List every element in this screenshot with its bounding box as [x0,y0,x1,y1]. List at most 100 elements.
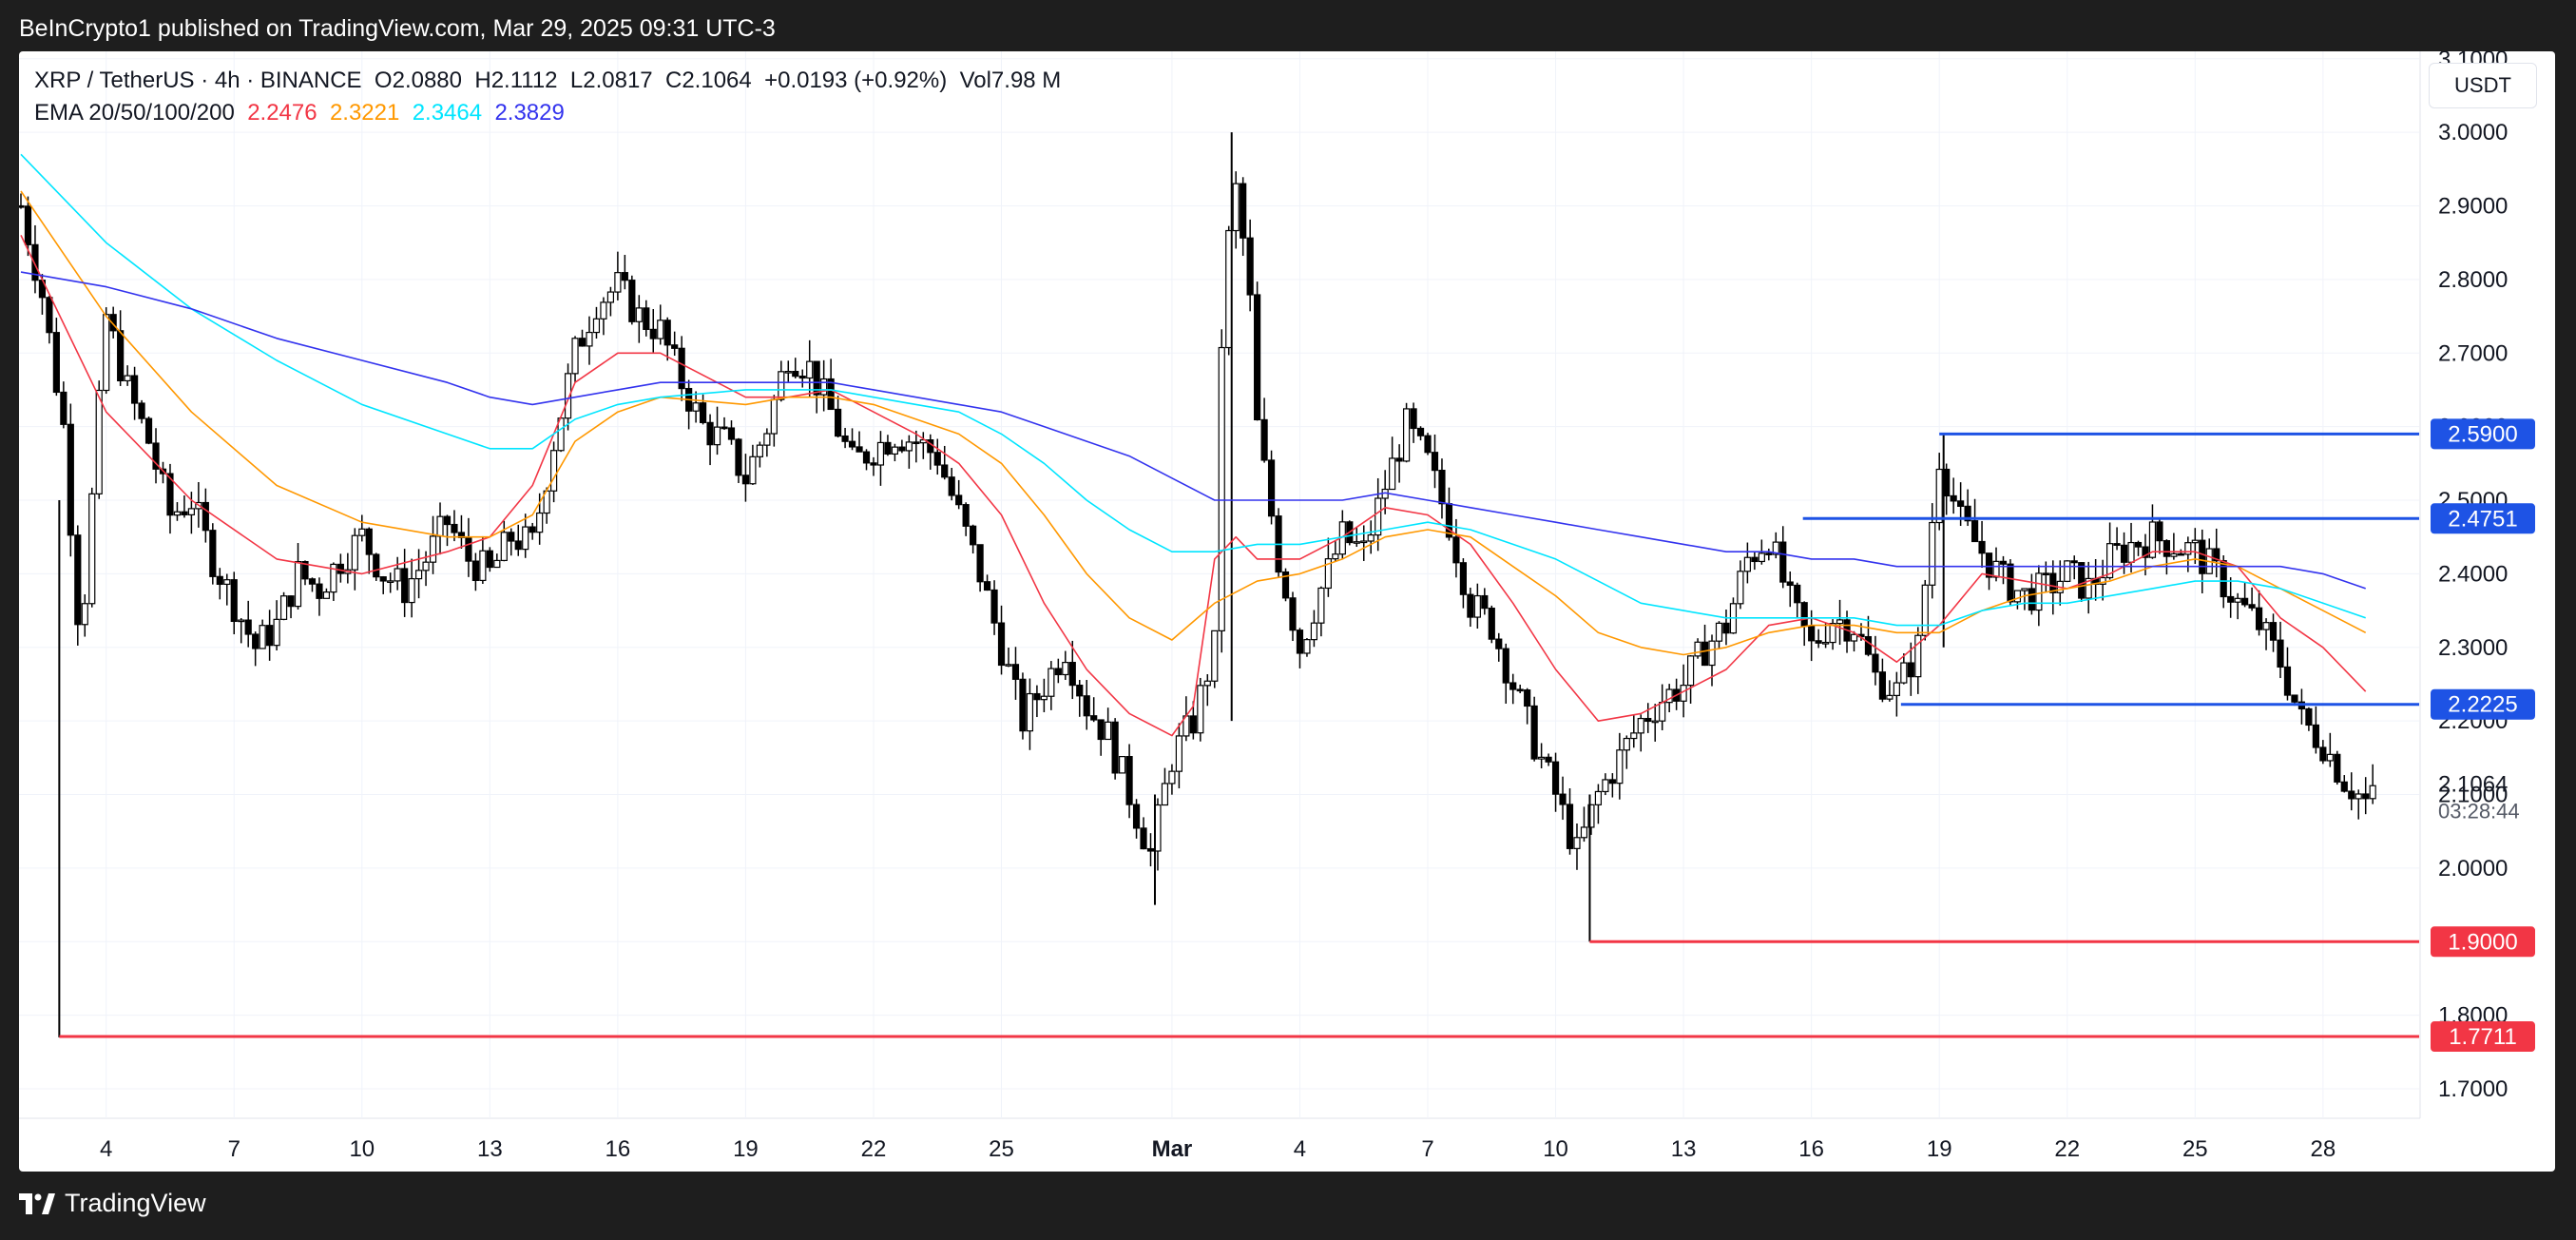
candle [2348,772,2355,811]
candle-body [1957,500,1965,507]
candle-body [2177,552,2184,556]
candle-body [1573,837,1581,849]
candle [820,359,828,412]
candle-body [756,444,763,457]
candle-body [1538,756,1546,760]
x-tick-label: 7 [1421,1136,1433,1162]
candle-body [279,595,288,620]
candle-body [1488,608,1495,640]
candle [2269,613,2278,652]
candle [727,420,736,445]
candle-body [1473,594,1481,618]
candle [905,435,913,469]
chart-panel[interactable]: 3.10003.00002.90002.80002.70002.60002.50… [19,51,2555,1172]
candle [1083,680,1090,730]
current-price-label: 2.1064 [2438,772,2508,798]
candle-body [394,568,401,582]
candle [564,363,572,431]
candle-body [1808,625,1816,642]
candle-body [24,205,32,245]
price-chart[interactable]: 3.10003.00002.90002.80002.70002.60002.50… [19,51,2555,1172]
candle [1637,714,1644,752]
candle [1076,680,1084,717]
candle-body [2184,542,2192,555]
volume-value: Vol7.98 M [959,68,1062,93]
candle-body [1978,540,1986,554]
candle-body [898,446,906,452]
candle [1587,804,1595,835]
candle [1289,591,1297,642]
candle-body [1317,587,1325,624]
candle-body [209,530,217,577]
candle-body [2262,622,2270,630]
candle [1765,548,1773,561]
x-tick-label: 7 [228,1136,240,1162]
candle-body [1665,688,1673,704]
candle [778,360,785,402]
candle-body [244,619,252,635]
candle-body [1659,702,1666,722]
candle [2241,582,2249,608]
x-tick-label: 25 [989,1136,1014,1162]
candle [2340,775,2348,793]
candle [273,600,280,651]
level-tag-label: 1.9000 [2448,929,2517,955]
candle [1146,833,1155,867]
candle [1566,787,1574,855]
high-value: 2.1112 [490,68,558,93]
candle [529,522,536,540]
candle [1481,588,1489,615]
candle [970,524,977,554]
candle-body [1431,452,1439,472]
candle-body [1495,638,1503,649]
candle [1950,477,1957,514]
candle-body [862,451,871,464]
candle [1729,597,1738,634]
candle-body [2248,604,2256,609]
candle [514,524,522,556]
candle [699,394,707,425]
candle [933,438,941,475]
candle [1502,643,1509,704]
symbol-label[interactable]: XRP / TetherUS · 4h · BINANCE [34,68,362,93]
candle [1459,558,1467,609]
candle [1424,433,1432,455]
candle [1822,623,1830,649]
candle-body [1076,685,1084,697]
candle [486,547,493,572]
candle [1623,735,1630,769]
candle [792,358,799,378]
candle [1168,764,1176,795]
candle-body [1815,640,1822,644]
candle [1659,684,1666,730]
candle-body [848,440,856,448]
y-tick-label: 2.9000 [2438,193,2508,219]
x-tick-label: 22 [861,1136,887,1162]
candle [216,568,223,600]
candle [848,428,856,451]
candle [884,435,892,456]
candle [88,487,96,608]
candle [606,286,615,317]
level-tag-label: 2.5900 [2448,421,2517,447]
ema-label[interactable]: EMA 20/50/100/200 [34,100,235,126]
currency-button[interactable]: USDT [2429,63,2537,108]
candle [2277,621,2284,679]
candle-body [287,595,295,608]
ema50-line [20,190,2367,656]
tradingview-logo[interactable]: TradingView [19,1189,206,1218]
candle [1608,773,1616,798]
candle-body [1197,685,1204,734]
candle [1524,688,1531,725]
candle [2156,518,2163,554]
candle-body [1502,648,1509,684]
candle-body [46,297,53,334]
candle-body [1240,183,1247,239]
candle-body [1375,497,1382,536]
candle-body [187,508,195,515]
candle-body [1602,779,1609,793]
candle [1317,586,1325,637]
candle-body [1985,552,1993,578]
candle [1281,568,1290,602]
candle-body [941,464,949,478]
